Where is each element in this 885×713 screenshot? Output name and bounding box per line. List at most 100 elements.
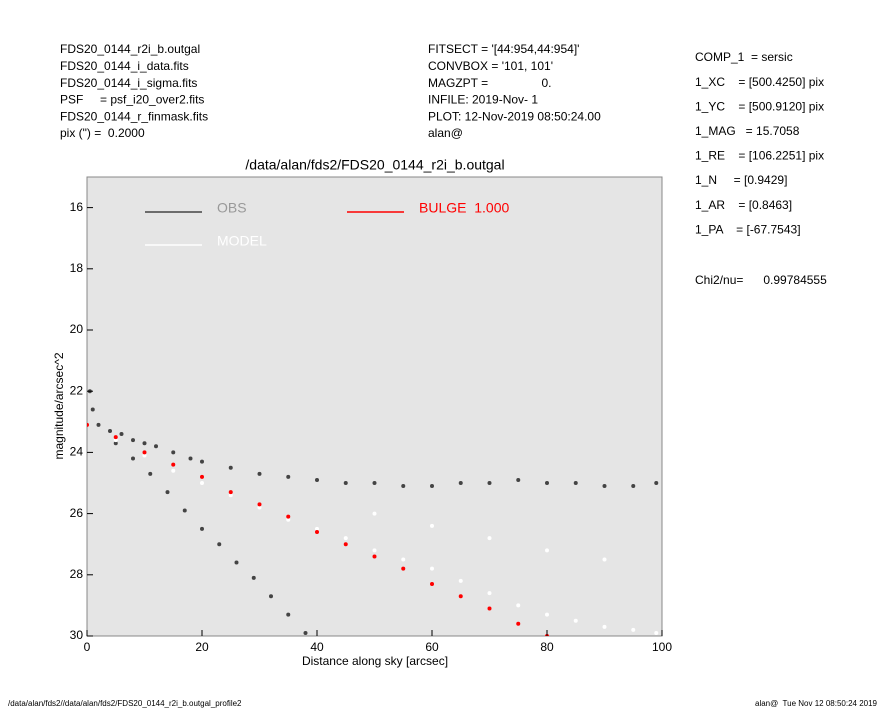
data-point [573,618,578,623]
data-point [602,484,607,489]
data-point [165,490,170,495]
data-point [372,554,377,559]
data-point [113,435,118,440]
data-point [458,578,463,583]
data-point [516,621,521,626]
header-left-line: FDS20_0144_i_sigma.fits [60,76,197,90]
footer-path: /data/alan/fds2//data/alan/fds2/FDS20_01… [8,699,242,708]
data-point [228,465,233,470]
data-point [286,517,291,522]
y-tick-label: 24 [70,445,84,459]
data-point [257,471,262,476]
header-left-line: FDS20_0144_r_finmask.fits [60,109,208,123]
data-point [516,477,521,482]
header-middle-line: PLOT: 12-Nov-2019 08:50:24.00 [428,109,601,123]
data-point [487,591,492,596]
data-point [142,450,147,455]
data-point [487,606,492,611]
fit-parameter: 1_XC = [500.4250] pix [695,75,824,89]
data-point [487,481,492,485]
data-point [228,490,233,495]
x-tick-label: 20 [195,640,209,654]
data-point [430,523,434,528]
data-point [286,514,291,519]
data-point [251,575,256,580]
data-point [401,484,406,489]
data-point [372,511,377,516]
data-point [654,481,659,485]
data-point [545,612,549,617]
data-point [119,432,124,437]
x-tick-label: 100 [652,640,672,654]
fit-parameter: 1_YC = [500.9120] pix [695,99,824,113]
data-point [286,612,291,617]
y-tick-label: 20 [70,322,84,336]
y-tick-label: 18 [70,261,84,275]
data-point [148,471,153,476]
fit-parameter: 1_PA = [-67.7543] [695,222,801,236]
legend-label: MODEL [217,233,267,249]
data-point [631,627,636,632]
data-point [171,468,176,473]
y-tick-label: 26 [70,506,84,520]
fit-parameter: 1_MAG = 15.7058 [695,124,800,138]
data-point [303,630,308,635]
data-point [343,542,348,547]
x-tick-label: 60 [425,640,439,654]
data-point [257,505,262,510]
data-point [372,548,377,553]
plot-area [86,176,663,637]
header-left-line: pix (") = 0.2000 [60,126,145,140]
data-point [182,508,187,513]
header-left-line: PSF = psf_i20_over2.fits [60,93,204,107]
data-point [315,529,319,534]
fit-parameter: COMP_1 = sersic [695,50,793,64]
data-point [545,548,549,553]
data-point [573,481,578,485]
data-point [200,459,204,464]
fit-parameter: 1_RE = [106.2251] pix [695,149,824,163]
data-point [200,481,204,485]
data-point [343,481,348,485]
y-axis-label: magnitude/arcsec^2 [52,352,66,459]
data-point [217,542,222,547]
x-tick-label: 0 [84,640,91,654]
data-point [108,428,112,433]
data-point [228,493,233,498]
data-point [602,557,607,562]
data-point [90,407,95,412]
data-point [372,481,377,485]
data-point [430,484,434,489]
chart-title: /data/alan/fds2/FDS20_0144_r2i_b.outgal [245,157,504,173]
data-point [286,474,291,479]
footer-stamp: alan@ Tue Nov 12 08:50:24 2019 [755,699,878,708]
data-point [631,484,636,489]
y-tick-label: 28 [70,567,84,581]
legend-label: BULGE 1.000 [419,200,509,216]
y-tick-label: 30 [70,628,84,642]
data-point [430,566,434,571]
header-middle-line: INFILE: 2019-Nov- 1 [428,93,538,107]
data-point [430,581,434,586]
data-point [171,462,176,467]
data-point [401,566,406,571]
fit-parameter: 1_N = [0.9429] [695,173,787,187]
data-point [234,560,239,565]
data-point [315,477,319,482]
data-point [200,526,204,531]
header-middle-line: alan@ [428,126,463,140]
data-point [87,422,89,427]
data-point [142,441,147,446]
x-tick-label: 40 [310,640,324,654]
x-axis-label: Distance along sky [arcsec] [302,654,448,668]
data-point [516,603,521,608]
data-point [269,594,273,599]
fit-parameter: 1_AR = [0.8463] [695,198,792,212]
data-point [171,450,176,455]
data-point [458,481,463,485]
data-point [315,526,319,531]
x-tick-label: 80 [540,640,554,654]
header-middle-line: FITSECT = '[44:954,44:954]' [428,42,579,56]
